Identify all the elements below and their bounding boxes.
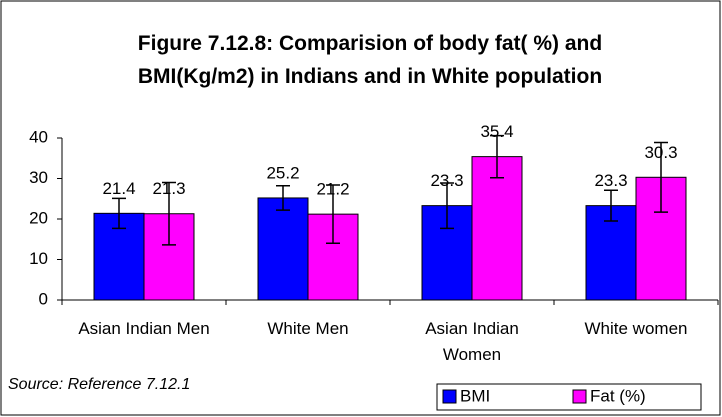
legend-box bbox=[436, 383, 702, 411]
bar bbox=[471, 156, 523, 301]
source-note: Source: Reference 7.12.1 bbox=[8, 376, 191, 393]
value-label: 21.3 bbox=[152, 179, 185, 198]
error-bar bbox=[440, 182, 454, 230]
x-tick-label: Asian Indian Men bbox=[78, 319, 210, 338]
value-label: 23.3 bbox=[430, 171, 463, 190]
y-tick-label: 0 bbox=[39, 289, 48, 308]
error-bar bbox=[276, 185, 290, 211]
value-label: 21.4 bbox=[102, 179, 135, 198]
error-bar bbox=[162, 181, 176, 246]
x-tick-label: Asian Indian Women bbox=[425, 319, 519, 364]
value-label: 35.4 bbox=[480, 122, 513, 141]
value-label: 21.2 bbox=[316, 180, 349, 199]
legend-label: Fat (%) bbox=[590, 386, 646, 405]
value-label: 25.2 bbox=[266, 163, 299, 182]
x-tick-label: White Men bbox=[267, 319, 349, 338]
error-bar bbox=[490, 134, 504, 179]
value-label: 30.3 bbox=[644, 143, 677, 162]
error-bar bbox=[326, 184, 340, 245]
y-tick-label: 40 bbox=[29, 127, 48, 146]
error-bar bbox=[654, 141, 668, 213]
legend-label: BMI bbox=[460, 386, 490, 405]
y-tick-label: 10 bbox=[29, 249, 48, 268]
legend-swatch bbox=[442, 389, 457, 404]
bar bbox=[257, 197, 309, 301]
legend-swatch bbox=[572, 389, 587, 404]
error-bar bbox=[112, 197, 126, 230]
chart-title: Figure 7.12.8: Comparision of body fat( … bbox=[137, 32, 603, 88]
bar bbox=[93, 212, 145, 301]
y-tick-label: 30 bbox=[29, 168, 48, 187]
y-tick-label: 20 bbox=[29, 208, 48, 227]
value-label: 23.3 bbox=[594, 171, 627, 190]
x-tick-label: White women bbox=[584, 319, 688, 338]
error-bar bbox=[604, 189, 618, 222]
